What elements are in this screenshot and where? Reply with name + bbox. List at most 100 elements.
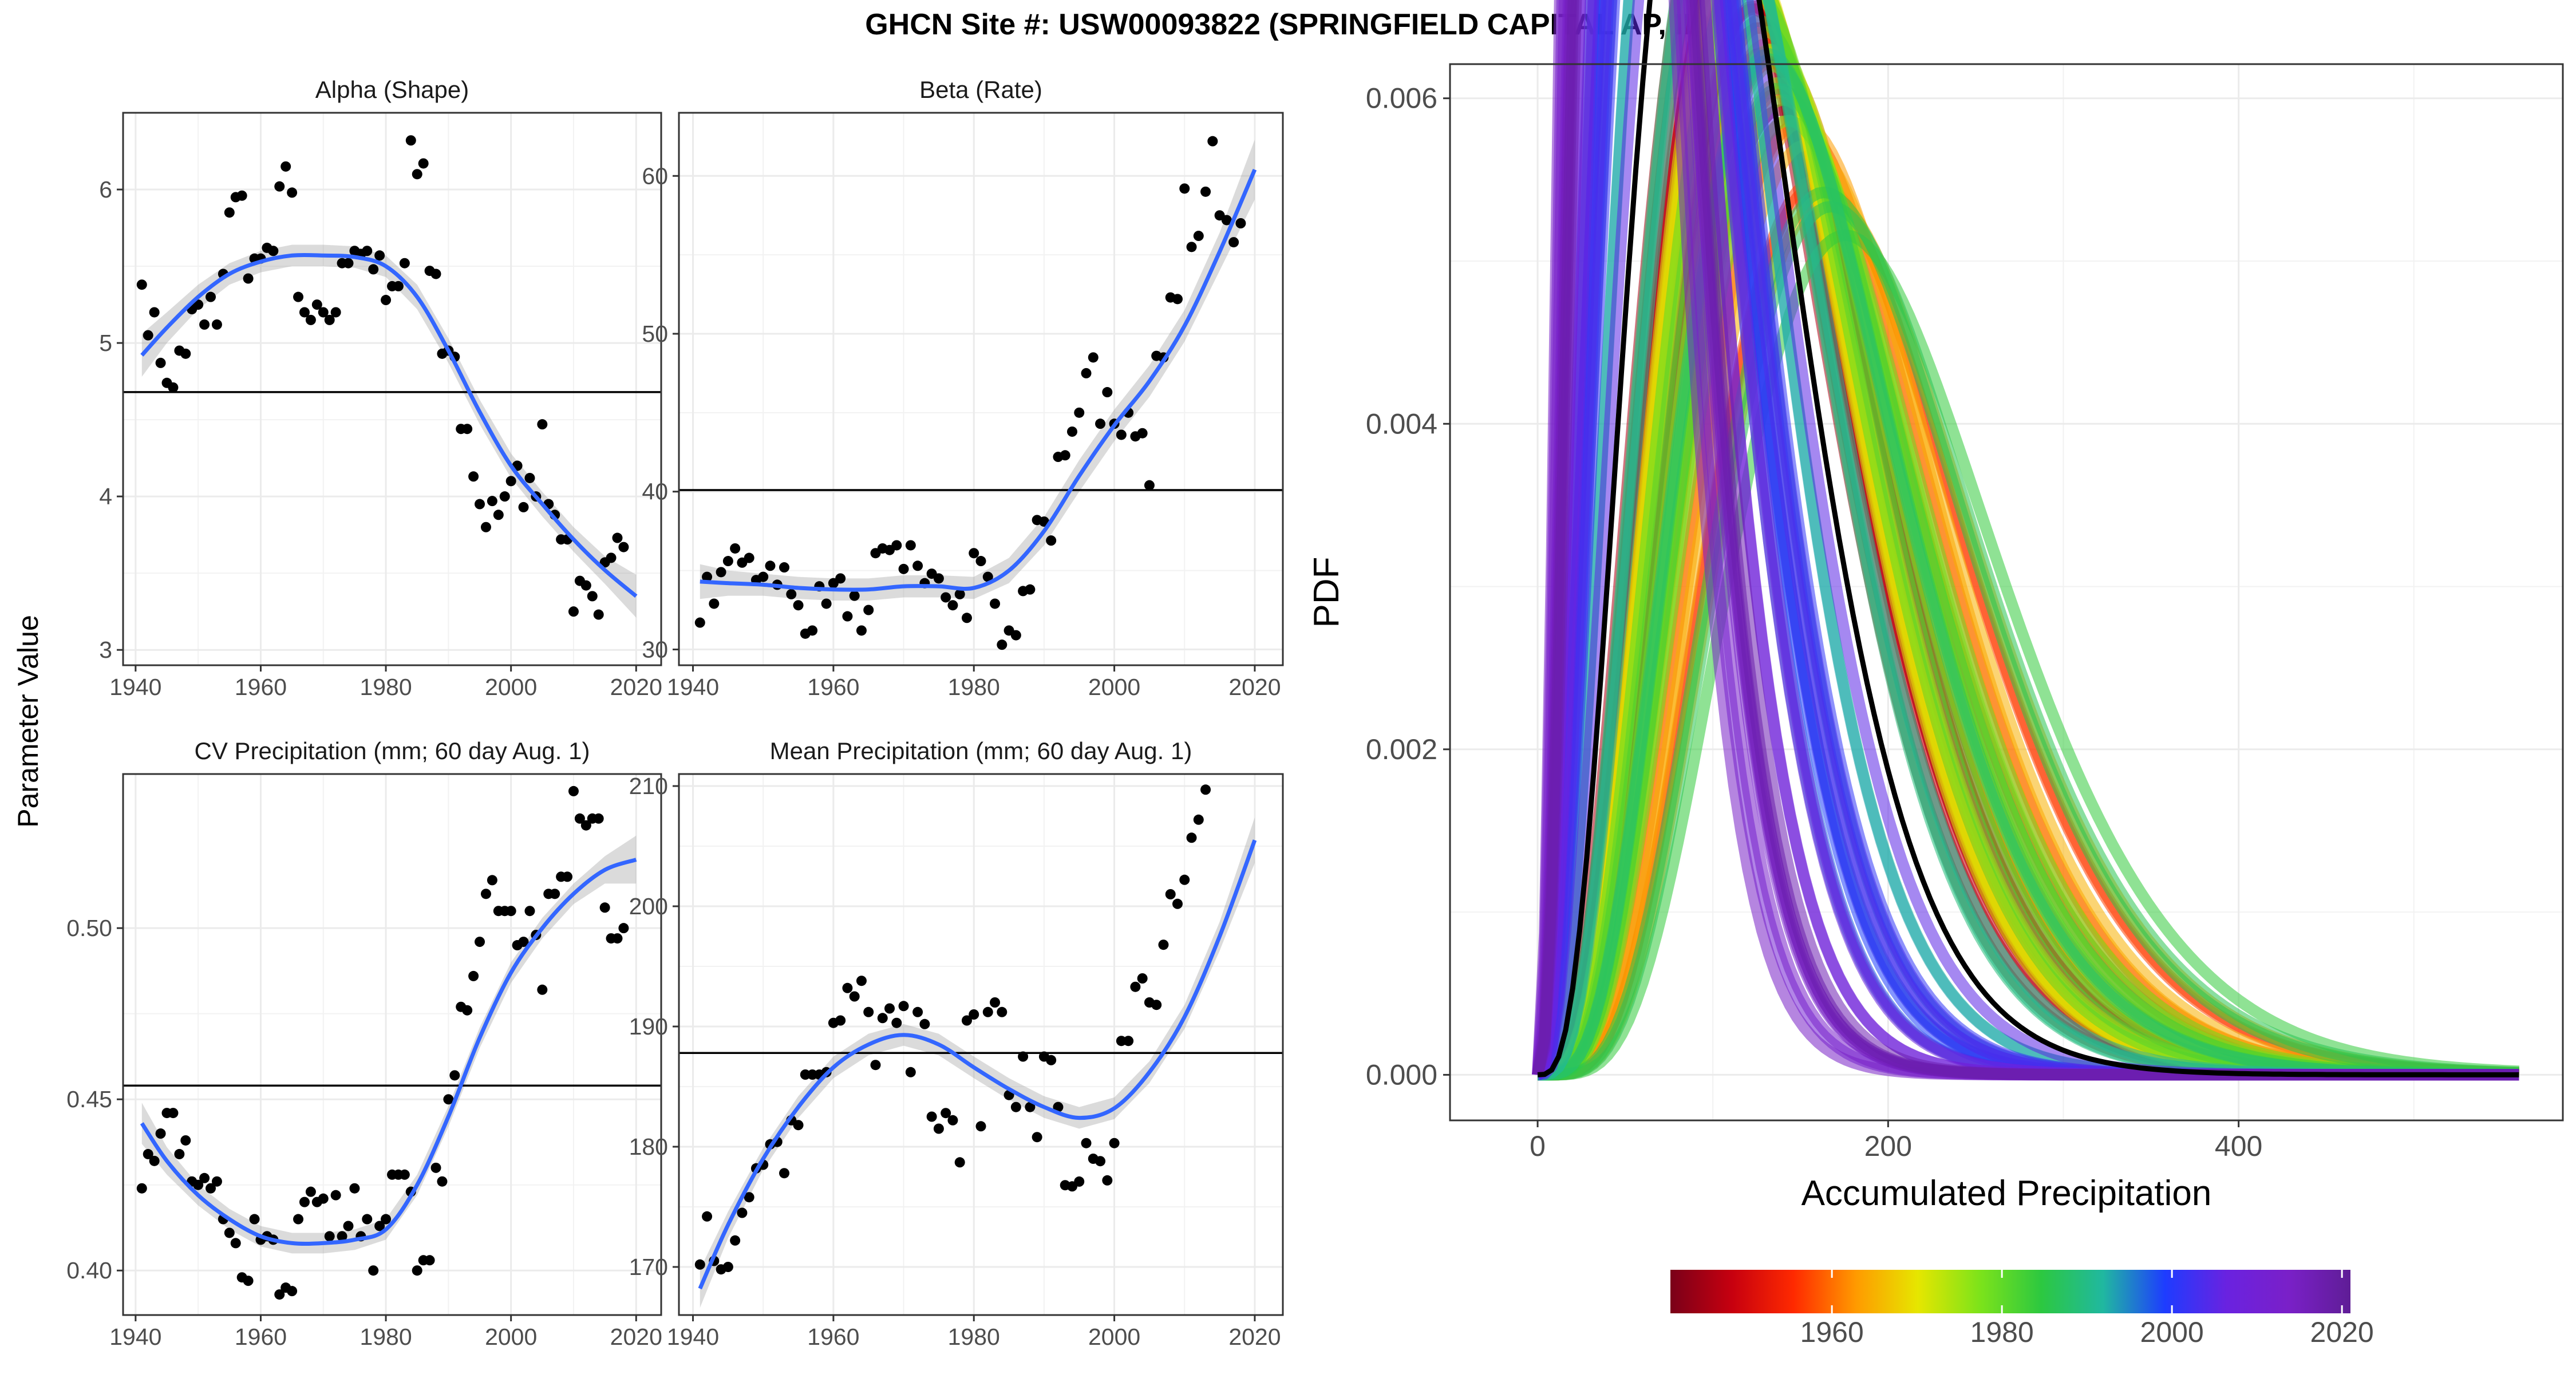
- smooth-trend-line: [140, 252, 638, 598]
- data-point: [180, 348, 191, 359]
- data-point: [374, 1221, 385, 1231]
- data-point: [143, 1148, 153, 1159]
- data-point: [487, 496, 497, 507]
- data-point: [1165, 889, 1176, 899]
- data-point: [891, 1017, 902, 1028]
- data-point: [318, 307, 329, 318]
- data-point: [399, 1169, 410, 1180]
- panel-beta: 1940 1960 1980 2000 2020 30 40 50 60 Beta (Rate): [642, 76, 1284, 700]
- y-tick-label: 60: [642, 163, 668, 189]
- data-point: [1158, 939, 1169, 950]
- data-point: [961, 1015, 972, 1026]
- data-point: [941, 1108, 951, 1119]
- data-point: [468, 471, 479, 482]
- data-point: [580, 580, 591, 591]
- data-point: [199, 319, 210, 330]
- data-point: [722, 556, 733, 567]
- x-tick-label: 1980: [948, 674, 1000, 700]
- data-point: [905, 540, 916, 551]
- data-point: [405, 135, 416, 146]
- data-point: [393, 281, 404, 291]
- data-point: [430, 1162, 441, 1173]
- data-point: [505, 906, 516, 917]
- data-point: [975, 1121, 986, 1132]
- data-point: [537, 419, 548, 430]
- data-point: [941, 592, 951, 603]
- data-point: [518, 937, 529, 947]
- data-point: [779, 1168, 790, 1179]
- y-tick-label: 5: [99, 330, 112, 356]
- data-point: [305, 314, 316, 325]
- data-point: [884, 1003, 895, 1014]
- shared-y-axis-label: Parameter Value: [12, 615, 44, 827]
- data-point: [975, 556, 986, 567]
- data-point: [174, 1148, 185, 1159]
- data-point: [912, 560, 923, 571]
- data-point: [243, 1276, 254, 1286]
- data-point: [898, 563, 909, 574]
- annual-density-curve: [1538, 200, 2519, 1081]
- data-point: [330, 307, 341, 318]
- data-point: [786, 589, 797, 599]
- data-point: [143, 330, 153, 341]
- panel-border: [1449, 63, 2564, 1122]
- data-point: [381, 1214, 392, 1225]
- panel-cv-precipitation: 1940 1960 1980 2000 2020 0.40 0.45 0.50 CV Preci…: [66, 737, 662, 1350]
- data-point: [412, 1265, 422, 1276]
- x-tick-label: 2020: [1228, 674, 1281, 700]
- data-point: [580, 820, 591, 831]
- data-point: [1228, 237, 1239, 248]
- panel-border: [678, 773, 1284, 1316]
- data-point: [230, 1238, 241, 1249]
- data-point: [1151, 1000, 1162, 1010]
- data-point: [349, 1183, 360, 1194]
- data-point: [807, 625, 818, 636]
- data-point: [1200, 784, 1211, 795]
- data-point: [1172, 898, 1183, 909]
- data-point: [744, 552, 754, 563]
- y-tick-label: 30: [642, 636, 668, 662]
- data-point: [155, 1128, 166, 1139]
- data-point: [475, 937, 485, 947]
- data-point: [709, 598, 720, 609]
- data-point: [730, 1235, 741, 1246]
- data-point: [1074, 407, 1085, 418]
- data-point: [1123, 1036, 1134, 1047]
- data-point: [730, 543, 741, 554]
- x-axis-label: Accumulated Precipitation: [1801, 1174, 2212, 1213]
- data-point: [593, 609, 604, 620]
- panel-border: [122, 112, 662, 666]
- data-point: [744, 1192, 754, 1203]
- x-tick-label: 1960: [807, 674, 859, 700]
- data-point: [180, 1135, 191, 1146]
- data-point: [418, 158, 429, 169]
- panel-pdf: 0 200 400 0.000 0.002 0.004 0.006 Accumulated P…: [1307, 0, 2564, 1213]
- data-point: [1010, 1101, 1021, 1112]
- data-point: [835, 573, 846, 584]
- data-point: [318, 1193, 329, 1204]
- data-point: [136, 1183, 147, 1194]
- data-point: [947, 1115, 958, 1126]
- data-point: [236, 190, 247, 201]
- x-tick-label: 1980: [359, 1324, 412, 1350]
- y-axis-label: PDF: [1307, 557, 1346, 628]
- data-point: [374, 250, 385, 261]
- data-point: [1081, 1138, 1092, 1148]
- colorbar-tick-label: 1980: [1970, 1316, 2034, 1348]
- y-tick-label: 190: [629, 1013, 668, 1040]
- data-point: [274, 181, 285, 192]
- data-point: [842, 982, 853, 993]
- data-point: [606, 552, 617, 563]
- data-point: [758, 571, 769, 582]
- x-tick-label: 200: [1864, 1130, 1912, 1162]
- colorbar-tick-label: 2000: [2140, 1316, 2204, 1348]
- x-tick-label: 2020: [1228, 1324, 1281, 1350]
- data-point: [1066, 426, 1077, 437]
- panel-background: [679, 774, 1283, 1315]
- data-point: [1137, 973, 1148, 984]
- data-point: [982, 1006, 993, 1017]
- data-point: [793, 1120, 804, 1131]
- x-tick-label: 2000: [1088, 1324, 1140, 1350]
- data-point: [299, 307, 310, 318]
